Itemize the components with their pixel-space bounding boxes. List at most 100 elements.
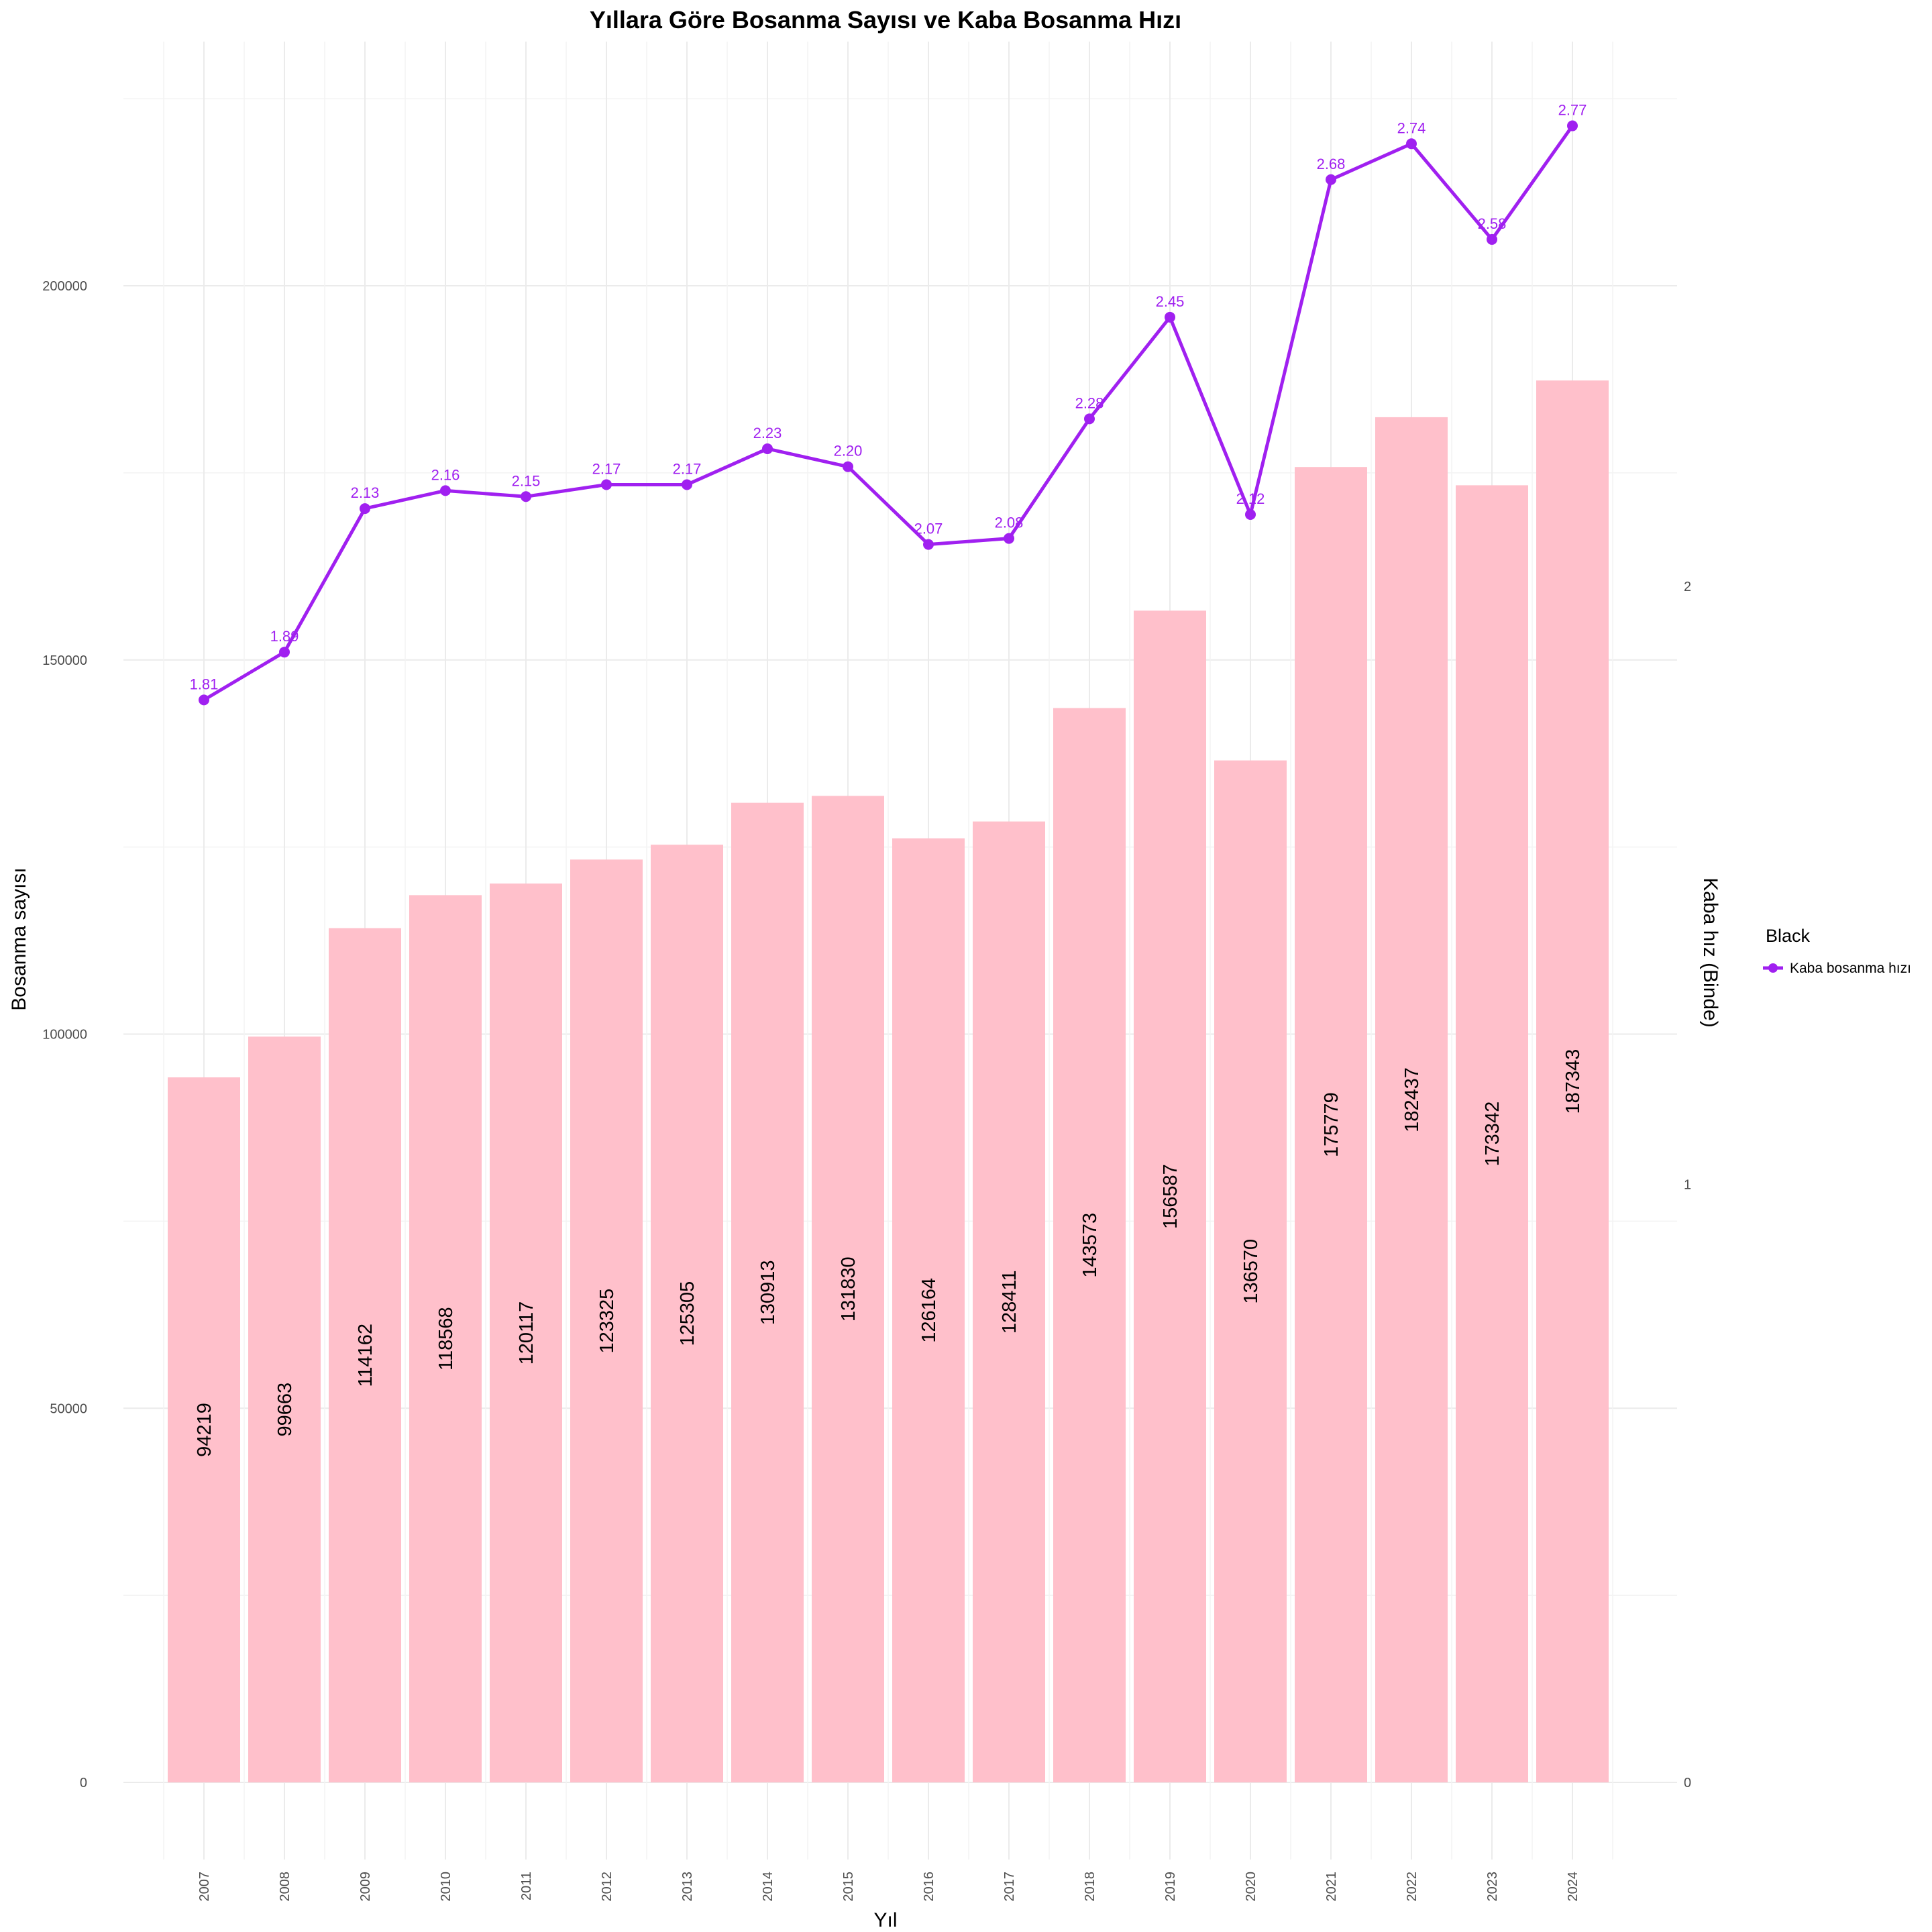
bar <box>1214 760 1287 1782</box>
line-value-label: 2.08 <box>995 515 1024 531</box>
line-points <box>199 120 1578 706</box>
line-path <box>203 125 1574 702</box>
x-tick-label: 2009 <box>358 1872 373 1902</box>
line-value-label: 2.07 <box>914 521 943 537</box>
line-value-label: 1.81 <box>190 676 219 692</box>
line-point <box>1245 509 1256 521</box>
x-axis-ticks: 2007 2008 2009 2010 2011 2012 2013 2014 2015 2016… <box>197 1872 1580 1902</box>
line-point <box>360 503 370 515</box>
line-value-label: 1.89 <box>270 628 299 645</box>
x-tick-label: 2010 <box>439 1872 453 1902</box>
line-value-label: 2.17 <box>592 460 621 477</box>
legend-key-point <box>1768 963 1778 973</box>
line-point <box>199 694 209 706</box>
line-value-label: 2.23 <box>753 425 782 441</box>
line-value-label: 2.28 <box>1075 394 1104 411</box>
bar <box>892 838 965 1782</box>
line-value-label: 2.77 <box>1558 102 1587 119</box>
bar-value-label: 114162 <box>355 1324 376 1387</box>
line-point <box>1326 174 1336 185</box>
x-tick-label: 2023 <box>1485 1872 1500 1902</box>
y-tick-label: 100000 <box>42 1028 87 1042</box>
bar-value-label: 130913 <box>757 1260 779 1325</box>
line-point <box>843 461 853 472</box>
line-point <box>1004 533 1014 544</box>
line-point <box>682 479 692 490</box>
line-point <box>1567 120 1578 131</box>
x-tick-label: 2024 <box>1566 1872 1580 1902</box>
legend-label: Kaba bosanma hızı <box>1790 961 1911 976</box>
line-series <box>203 125 1574 702</box>
legend-title: Black <box>1766 926 1811 946</box>
bar-value-label: 173342 <box>1482 1102 1503 1167</box>
bar-value-label: 182437 <box>1401 1067 1423 1132</box>
line-point <box>440 485 451 496</box>
y-axis-left-title: Bosanma sayısı <box>8 867 30 1010</box>
bar <box>1134 610 1206 1783</box>
x-axis-title: Yıl <box>873 1909 897 1931</box>
y2-tick-label: 2 <box>1684 580 1691 594</box>
y-axis-left-ticks: 0 50000 100000 150000 200000 <box>42 279 87 1790</box>
line-value-label: 2.58 <box>1478 215 1507 232</box>
bar-series <box>168 380 1609 1783</box>
line-point <box>1406 138 1417 150</box>
line-value-label: 2.12 <box>1236 490 1265 507</box>
bar-value-labels: 94219 99663 114162 118568 120117 123325 125305… <box>194 1049 1584 1457</box>
bar <box>490 883 562 1782</box>
bar <box>409 895 482 1782</box>
x-tick-label: 2019 <box>1163 1872 1178 1902</box>
line-point <box>521 491 531 502</box>
bar-value-label: 94219 <box>194 1403 215 1457</box>
bar <box>570 859 643 1782</box>
x-tick-label: 2021 <box>1324 1872 1339 1902</box>
bar <box>812 796 884 1782</box>
x-tick-label: 2022 <box>1405 1872 1419 1902</box>
bar <box>168 1077 240 1782</box>
bar <box>1295 467 1367 1782</box>
bar-value-label: 123325 <box>596 1289 618 1354</box>
bar <box>651 845 723 1782</box>
line-value-label: 2.13 <box>351 484 380 501</box>
bar-value-label: 128411 <box>999 1270 1020 1334</box>
line-point <box>1487 233 1497 245</box>
y-tick-label: 200000 <box>42 279 87 294</box>
y-tick-label: 150000 <box>42 653 87 668</box>
x-tick-label: 2014 <box>761 1872 775 1902</box>
bar <box>1536 380 1609 1782</box>
bar <box>1375 417 1448 1782</box>
bar <box>1053 708 1126 1782</box>
bar-value-label: 99663 <box>274 1383 296 1437</box>
y2-tick-label: 1 <box>1684 1178 1691 1193</box>
x-tick-label: 2015 <box>841 1872 856 1902</box>
x-tick-label: 2017 <box>1002 1872 1017 1902</box>
line-value-label: 2.17 <box>673 460 702 477</box>
x-tick-label: 2016 <box>922 1872 936 1902</box>
bar-value-label: 118568 <box>435 1307 457 1371</box>
bar-value-label: 187343 <box>1562 1049 1584 1114</box>
legend: Black Kaba bosanma hızı <box>1763 926 1911 976</box>
bar-value-label: 136570 <box>1240 1239 1262 1304</box>
y2-tick-label: 0 <box>1684 1776 1691 1790</box>
line-value-label: 2.20 <box>834 443 863 460</box>
chart-title: Yıllara Göre Bosanma Sayısı ve Kaba Bosa… <box>590 6 1181 34</box>
bar <box>248 1036 321 1782</box>
line-point <box>601 479 612 490</box>
bar <box>731 802 804 1782</box>
y-tick-label: 0 <box>80 1776 87 1790</box>
y-tick-label: 50000 <box>50 1401 87 1416</box>
bar-value-label: 156587 <box>1160 1164 1181 1229</box>
bar <box>329 928 401 1782</box>
line-point <box>762 443 773 454</box>
line-point <box>923 539 934 550</box>
y-axis-right-ticks: 0 1 2 <box>1684 580 1691 1790</box>
x-tick-label: 2011 <box>519 1872 534 1900</box>
line-value-label: 2.74 <box>1397 119 1426 136</box>
y-axis-right-title: Kaba hız (Binde) <box>1699 877 1721 1027</box>
line-value-label: 2.45 <box>1156 293 1185 310</box>
line-value-label: 2.16 <box>431 466 460 483</box>
bar-value-label: 125305 <box>677 1281 698 1346</box>
bar-value-label: 175779 <box>1321 1092 1342 1157</box>
line-value-label: 2.15 <box>512 472 541 489</box>
bar <box>973 821 1045 1782</box>
x-tick-label: 2018 <box>1083 1872 1097 1902</box>
